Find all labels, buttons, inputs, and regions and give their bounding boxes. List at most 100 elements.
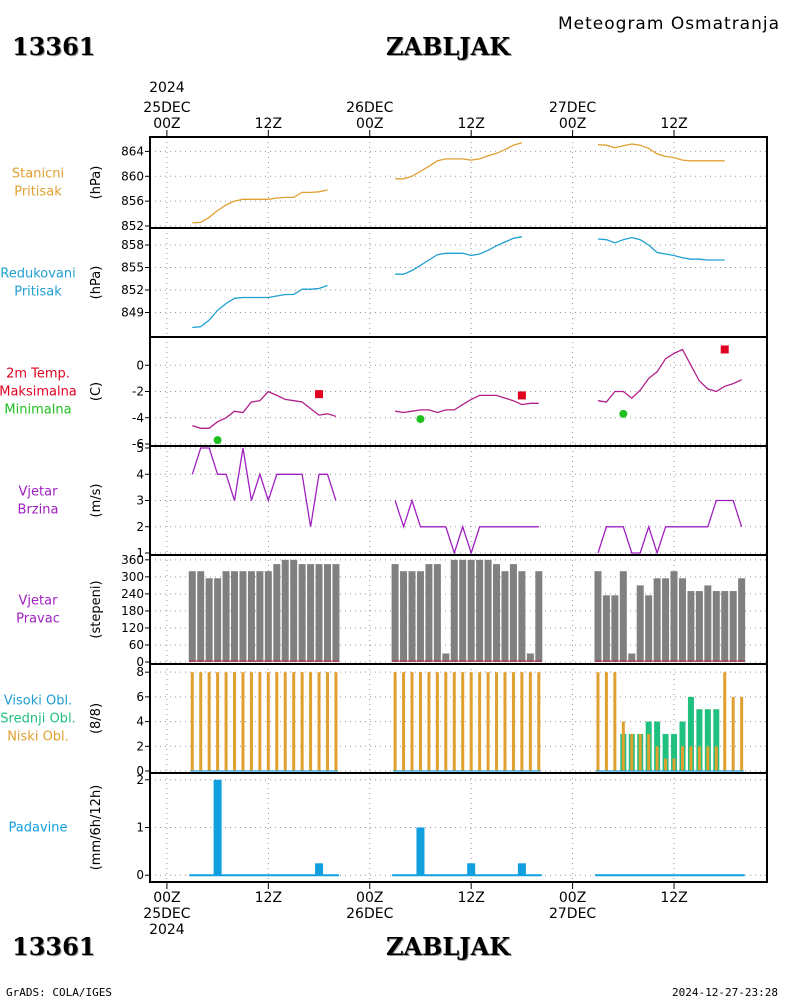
- wind-dir-bar: [188, 571, 196, 662]
- low-cloud-bar: [190, 672, 194, 771]
- wind-dir-bar: [501, 571, 509, 662]
- y-tick-label: 852: [121, 219, 144, 233]
- wind-dir-bar: [535, 571, 543, 662]
- wind-dir-bar: [442, 653, 450, 662]
- station-id-top: 13361: [12, 32, 96, 61]
- wind-dir-bar: [729, 591, 737, 662]
- y-tick-label: 3: [136, 494, 144, 508]
- y-tick-label: -2: [132, 385, 144, 399]
- top-time-label: 00Z: [559, 116, 586, 132]
- low-cloud-bar: [655, 746, 659, 771]
- low-cloud-bar: [503, 672, 507, 771]
- low-cloud-bar: [613, 672, 617, 771]
- unit-label: (C): [89, 382, 104, 401]
- low-cloud-bar: [418, 672, 422, 771]
- y-tick-label: 60: [129, 638, 144, 652]
- wind-dir-bar: [231, 571, 239, 662]
- unit-label: (8/8): [89, 703, 104, 734]
- y-tick-label: 2: [136, 520, 144, 534]
- max-temp-marker: [517, 391, 526, 400]
- bottom-time-label: 2024: [149, 922, 185, 938]
- series-line: [192, 236, 725, 329]
- min-temp-marker: [619, 409, 628, 418]
- panel-label: Visoki Obl.: [4, 694, 72, 709]
- bottom-time-label: 26DEC: [346, 906, 393, 922]
- mid-cloud-bar: [713, 709, 720, 771]
- y-tick-label: 852: [121, 283, 144, 297]
- y-tick-label: 240: [121, 587, 144, 601]
- panel-label: Niski Obl.: [7, 730, 69, 745]
- min-temp-marker: [213, 436, 222, 445]
- low-cloud-bar: [604, 672, 608, 771]
- unit-label: (hPa): [89, 166, 104, 200]
- wind-dir-bar: [433, 564, 441, 662]
- panel-label: Pravac: [16, 612, 60, 627]
- panel-precipitation: 0 1 2 Padavine (mm/6h/12h): [9, 772, 768, 883]
- low-cloud-bar: [461, 672, 465, 771]
- wind-dir-bar: [214, 578, 222, 662]
- series-line: [192, 142, 725, 224]
- precip-bar: [467, 863, 476, 876]
- y-tick-label: 0: [136, 764, 144, 778]
- wind-dir-bar: [264, 571, 272, 662]
- mid-cloud-bar: [687, 696, 694, 771]
- y-tick-label: 1: [136, 546, 144, 560]
- min-temp-marker: [416, 415, 425, 424]
- unit-label: (stepeni): [89, 580, 104, 638]
- wind-dir-bar: [467, 559, 475, 662]
- station-id-bottom: 13361: [12, 932, 96, 961]
- wind-dir-bar: [493, 564, 501, 662]
- mid-cloud-bar: [696, 709, 703, 771]
- wind-dir-bar: [332, 564, 340, 662]
- low-cloud-bar: [664, 758, 668, 771]
- panel-station_pressure: 852 856 860 864 Stanicni Pritisak (hPa): [12, 136, 768, 233]
- low-cloud-bar: [393, 672, 397, 771]
- low-cloud-bar: [638, 733, 642, 771]
- top-time-label: 27DEC: [549, 100, 596, 116]
- wind-dir-bar: [484, 559, 492, 662]
- low-cloud-bar: [630, 733, 634, 771]
- low-cloud-bar: [241, 672, 245, 771]
- wind-dir-bar: [298, 564, 306, 662]
- y-tick-label: 0: [136, 868, 144, 882]
- low-cloud-bar: [520, 672, 524, 771]
- wind-dir-bar: [721, 591, 729, 662]
- y-tick-label: 858: [121, 238, 144, 252]
- wind-dir-bar: [636, 585, 644, 662]
- low-cloud-bar: [427, 672, 431, 771]
- top-time-label: 12Z: [457, 116, 484, 132]
- y-tick-label: -6: [132, 437, 144, 451]
- wind-dir-bar: [323, 564, 331, 662]
- panel-label: Padavine: [9, 821, 68, 836]
- low-cloud-bar: [452, 672, 456, 771]
- low-cloud-bar: [258, 672, 262, 771]
- y-tick-label: 856: [121, 194, 144, 208]
- y-tick-label: 0: [136, 358, 144, 372]
- wind-dir-bar: [704, 585, 712, 662]
- wind-dir-bar: [290, 559, 298, 662]
- footer-timestamp: 2024-12-27-23:28: [672, 986, 778, 999]
- y-tick-label: 1: [136, 821, 144, 835]
- wind-dir-bar: [408, 571, 416, 662]
- low-cloud-bar: [292, 672, 296, 771]
- wind-dir-bar: [695, 591, 703, 662]
- low-cloud-bar: [495, 672, 499, 771]
- panel-label: Maksimalna: [0, 385, 77, 400]
- low-cloud-bar: [706, 746, 710, 771]
- wind-dir-bar: [459, 559, 467, 662]
- station-name-top: ZABLJAK: [386, 32, 511, 61]
- low-cloud-bar: [680, 746, 684, 771]
- panel-temperature: -6 -4 -2 0 2m Temp. Maksimalna Minimalna (C): [0, 336, 768, 451]
- low-cloud-bar: [511, 672, 515, 771]
- y-tick-label: 5: [136, 441, 144, 455]
- panel-label: Stanicni: [12, 167, 64, 182]
- panel-cloud_cover: 0 2 4 6 8 Visoki Obl. Srednji Obl. Niski Obl. (8…: [0, 663, 768, 778]
- panel-wind_speed: 1 2 3 4 5 Vjetar Brzina (m/s): [18, 441, 768, 560]
- panel-label: Srednji Obl.: [0, 712, 75, 727]
- low-cloud-bar: [402, 672, 406, 771]
- panel-label: Minimalna: [4, 403, 71, 418]
- panel-label: 2m Temp.: [6, 367, 70, 382]
- wind-dir-bar: [400, 571, 408, 662]
- series-line: [192, 348, 742, 429]
